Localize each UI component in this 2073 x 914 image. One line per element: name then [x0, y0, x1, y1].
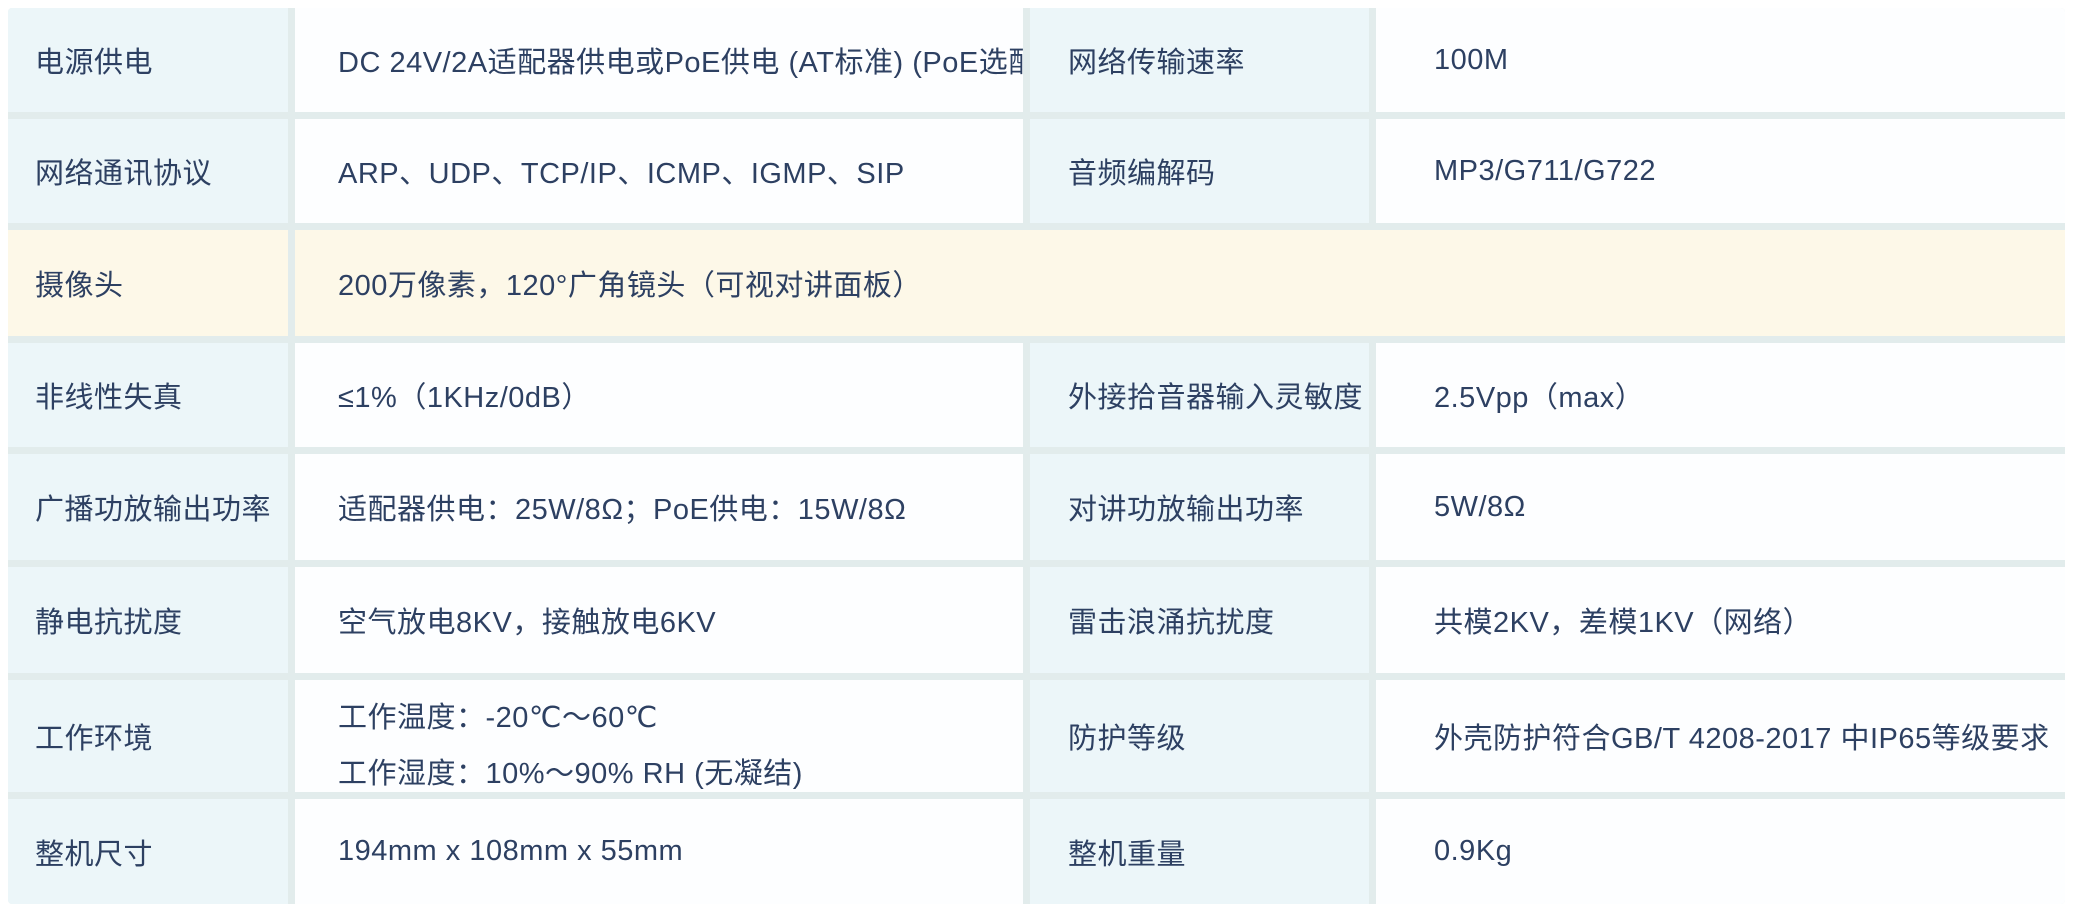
- spec-label-mic-input-sensitivity: 外接拾音器输入灵敏度: [1030, 343, 1369, 447]
- spec-label-overall-dimensions: 整机尺寸: [8, 799, 288, 904]
- spec-label-surge-immunity: 雷击浪涌抗扰度: [1030, 567, 1369, 673]
- spec-value-nonlinear-distortion: ≤1%（1KHz/0dB）: [295, 343, 1023, 447]
- operating-humidity-line: 工作湿度：10%～90% RH (无凝结): [338, 758, 803, 790]
- spec-label-intercom-amp-power: 对讲功放输出功率: [1030, 454, 1369, 560]
- spec-label-power-supply: 电源供电: [8, 8, 288, 112]
- spec-label-camera: 摄像头: [8, 230, 288, 336]
- spec-label-audio-codec: 音频编解码: [1030, 119, 1369, 223]
- spec-value-audio-codec: MP3/G711/G722: [1376, 119, 2065, 223]
- operating-environment-lines: 工作温度：-20℃～60℃ 工作湿度：10%～90% RH (无凝结): [338, 680, 803, 792]
- spec-value-camera: 200万像素，120°广角镜头（可视对讲面板）: [295, 230, 2065, 336]
- spec-value-overall-weight: 0.9Kg: [1376, 799, 2065, 904]
- spec-label-overall-weight: 整机重量: [1030, 799, 1369, 904]
- spec-label-network-speed: 网络传输速率: [1030, 8, 1369, 112]
- spec-label-operating-environment: 工作环境: [8, 680, 288, 792]
- spec-table: 电源供电 DC 24V/2A适配器供电或PoE供电 (AT标准) (PoE选配)…: [8, 8, 2065, 904]
- spec-value-esd-immunity: 空气放电8KV，接触放电6KV: [295, 567, 1023, 673]
- spec-value-operating-environment: 工作温度：-20℃～60℃ 工作湿度：10%～90% RH (无凝结): [295, 680, 1023, 792]
- spec-label-broadcast-amp-power: 广播功放输出功率: [8, 454, 288, 560]
- spec-value-intercom-amp-power: 5W/8Ω: [1376, 454, 2065, 560]
- spec-value-overall-dimensions: 194mm x 108mm x 55mm: [295, 799, 1023, 904]
- spec-value-network-protocols: ARP、UDP、TCP/IP、ICMP、IGMP、SIP: [295, 119, 1023, 223]
- spec-label-esd-immunity: 静电抗扰度: [8, 567, 288, 673]
- spec-label-network-protocols: 网络通讯协议: [8, 119, 288, 223]
- spec-value-surge-immunity: 共模2KV，差模1KV（网络）: [1376, 567, 2065, 673]
- spec-label-protection-rating: 防护等级: [1030, 680, 1369, 792]
- spec-value-power-supply: DC 24V/2A适配器供电或PoE供电 (AT标准) (PoE选配): [295, 8, 1023, 112]
- spec-value-protection-rating: 外壳防护符合GB/T 4208-2017 中IP65等级要求: [1376, 680, 2065, 792]
- spec-label-nonlinear-distortion: 非线性失真: [8, 343, 288, 447]
- spec-value-mic-input-sensitivity: 2.5Vpp（max）: [1376, 343, 2065, 447]
- spec-value-broadcast-amp-power: 适配器供电：25W/8Ω；PoE供电：15W/8Ω: [295, 454, 1023, 560]
- spec-value-network-speed: 100M: [1376, 8, 2065, 112]
- operating-temperature-line: 工作温度：-20℃～60℃: [338, 702, 658, 734]
